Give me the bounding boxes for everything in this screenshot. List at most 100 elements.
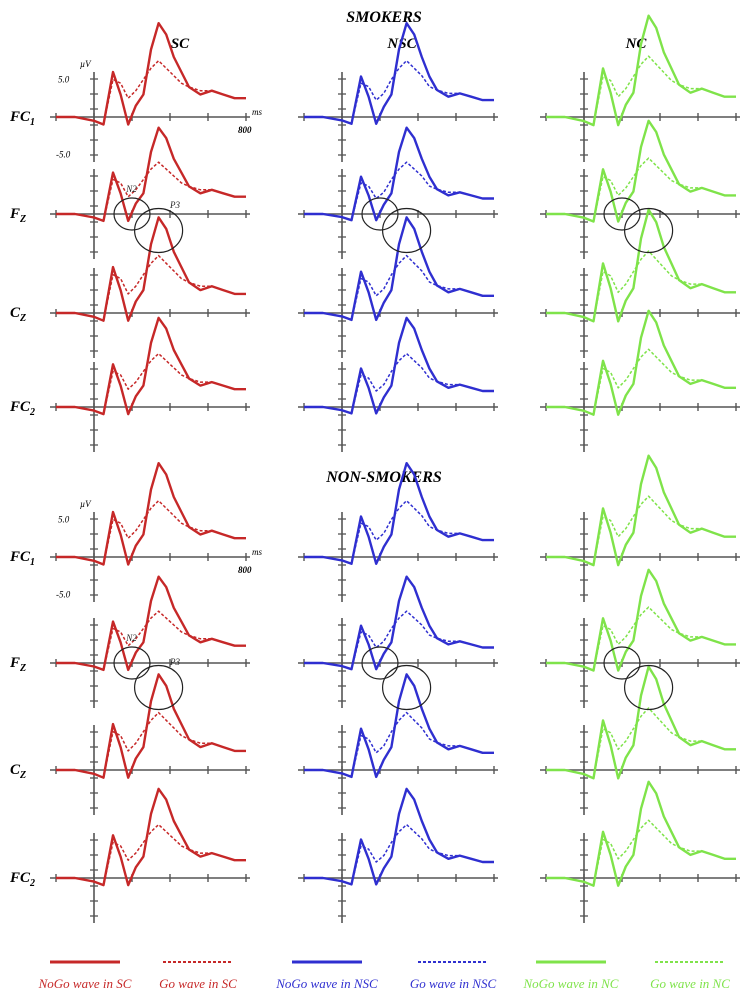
nogo-wave-line (546, 665, 736, 780)
x-end-label: 800 (238, 565, 252, 575)
electrode-name: FC (9, 870, 31, 886)
electrode-name: FC (9, 109, 31, 125)
panel-0-1-3 (298, 316, 498, 452)
go-wave-line (304, 352, 494, 415)
y-pos-label: 5.0 (58, 75, 70, 85)
go-wave-line (56, 823, 246, 886)
panel-1-1-2 (298, 664, 498, 815)
go-wave-line (56, 254, 246, 322)
nogo-wave-line (56, 787, 246, 887)
y-neg-label: -5.0 (56, 590, 71, 600)
electrode-label: FC1 (9, 549, 35, 568)
panel-0-0-1: N2 (50, 126, 250, 259)
panel-1-0-3 (50, 787, 250, 923)
column-title-nsc: NSC (386, 36, 417, 52)
p3-circle (623, 664, 674, 711)
legend: NoGo wave in SC Go wave in SC NoGo wave in… (38, 960, 730, 991)
go-wave-line (546, 55, 736, 126)
legend-label: NoGo wave in NC (523, 976, 619, 991)
p3-circle (133, 664, 184, 711)
go-wave-line (546, 250, 736, 323)
x-unit-label: ms (252, 547, 262, 557)
electrode-label: FC2 (9, 399, 35, 418)
nogo-wave-line (56, 216, 246, 322)
nogo-wave-line (546, 780, 736, 887)
legend-label: Go wave in NSC (410, 976, 497, 991)
p3-circle (381, 664, 432, 711)
nogo-wave-line (56, 575, 246, 672)
electrode-subscript: 1 (30, 117, 35, 128)
p3-label: P3 (169, 657, 180, 667)
go-wave-line (304, 499, 494, 565)
go-wave-line (546, 819, 736, 887)
electrode-label: FC2 (9, 870, 35, 889)
group-title-smokers: SMOKERS (346, 9, 422, 26)
electrode-subscript: Z (19, 663, 26, 674)
panel-1-0-2: P3 (50, 657, 250, 815)
panel-1-2-3 (540, 780, 740, 923)
electrode-subscript: 2 (29, 407, 35, 418)
electrode-subscript: Z (19, 313, 26, 324)
go-wave-line (56, 499, 246, 566)
go-wave-line (546, 495, 736, 566)
p3-circle (623, 207, 674, 254)
electrode-label: FZ (9, 206, 26, 225)
go-wave-line (304, 254, 494, 321)
nogo-wave-line (56, 316, 246, 416)
nogo-wave-line (304, 673, 494, 779)
panel-1-0-1: N2 (50, 575, 250, 708)
go-wave-line (56, 610, 246, 671)
electrode-label: FC1 (9, 109, 35, 128)
p3-circle (381, 207, 432, 254)
go-wave-line (304, 823, 494, 886)
panel-1-2-2 (540, 664, 740, 815)
go-wave-line (304, 161, 494, 221)
p3-circle (133, 207, 184, 254)
n2-label: N2 (125, 184, 137, 194)
panel-0-2-1 (540, 119, 740, 259)
legend-label: Go wave in SC (159, 976, 237, 991)
n2-circle (603, 197, 641, 231)
electrode-subscript: 1 (30, 557, 35, 568)
electrode-label: FZ (9, 655, 26, 674)
panel-1-2-0 (540, 454, 740, 602)
n2-circle (361, 197, 399, 231)
electrode-name: C (10, 305, 21, 321)
panel-0-0-3 (50, 316, 250, 452)
group-title-non-smokers: NON-SMOKERS (325, 469, 442, 486)
go-wave-line (304, 59, 494, 125)
nogo-wave-line (304, 126, 494, 222)
nogo-wave-line (546, 208, 736, 323)
electrode-name: C (10, 762, 21, 778)
panel-0-2-2 (540, 207, 740, 358)
nogo-wave-line (304, 216, 494, 322)
y-neg-label: -5.0 (56, 150, 71, 160)
nogo-wave-line (546, 568, 736, 672)
electrode-subscript: Z (19, 770, 26, 781)
panel-0-0-2: P3 (50, 200, 250, 358)
nogo-wave-line (546, 14, 736, 127)
electrode-label: CZ (10, 762, 26, 781)
electrode-name: FC (9, 399, 31, 415)
electrode-name: F (9, 206, 20, 222)
go-wave-line (546, 348, 736, 416)
go-wave-line (546, 707, 736, 780)
panel-0-1-2 (298, 207, 498, 358)
nogo-wave-line (304, 787, 494, 886)
legend-label: NoGo wave in NSC (275, 976, 378, 991)
x-end-label: 800 (238, 125, 252, 135)
column-title-sc: SC (171, 36, 190, 52)
electrode-name: F (9, 655, 20, 671)
legend-label: NoGo wave in SC (38, 976, 132, 991)
go-wave-line (56, 59, 246, 126)
electrode-label: CZ (10, 305, 26, 324)
nogo-wave-line (546, 119, 736, 223)
nogo-wave-line (546, 309, 736, 416)
nogo-wave-line (56, 21, 246, 126)
panel-1-2-1 (540, 568, 740, 708)
go-wave-line (546, 606, 736, 672)
